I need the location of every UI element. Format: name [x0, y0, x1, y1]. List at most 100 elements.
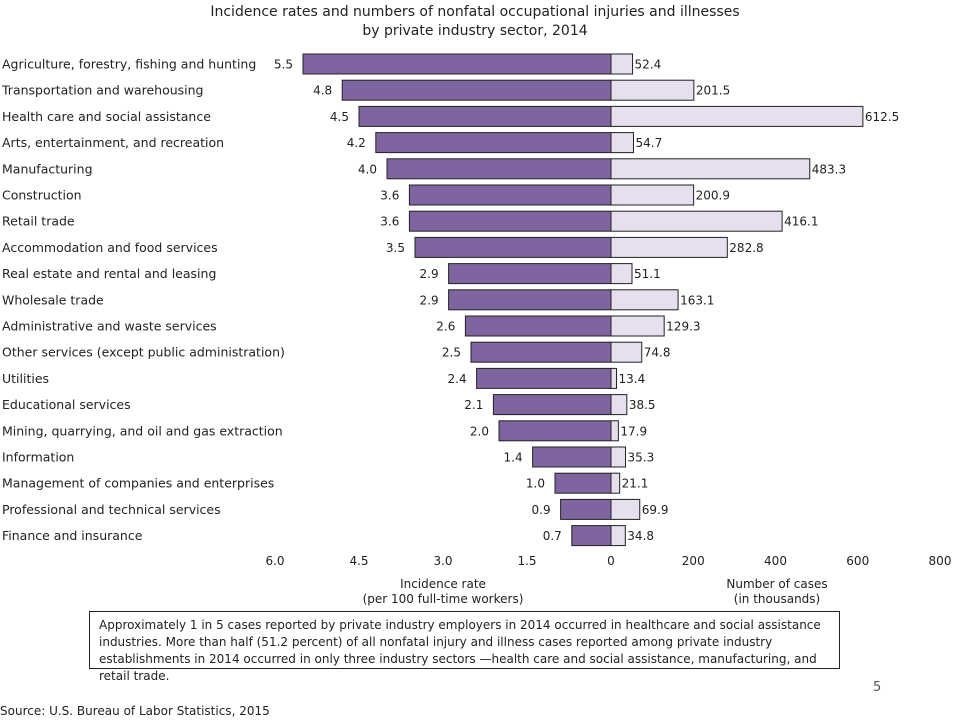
rate-bars	[302, 53, 612, 547]
cases-bar	[610, 158, 811, 180]
rate-bar	[532, 446, 612, 468]
category-label: Educational services	[2, 397, 131, 412]
cases-value-label: 35.3	[628, 451, 655, 465]
cases-value-label: 282.8	[729, 241, 763, 255]
cases-value-label: 13.4	[619, 372, 646, 386]
note-box: Approximately 1 in 5 cases reported by p…	[89, 611, 840, 683]
source-note: Source: U.S. Bureau of Labor Statistics,…	[0, 704, 270, 718]
rate-bar	[408, 210, 612, 232]
rate-value-label: 2.5	[442, 346, 461, 360]
rate-bar	[448, 289, 612, 311]
cases-value-label: 200.9	[696, 189, 730, 203]
category-label: Arts, entertainment, and recreation	[2, 135, 224, 150]
cases-bar	[610, 79, 695, 101]
cases-bar	[610, 446, 627, 468]
category-label: Transportation and warehousing	[1, 83, 204, 98]
cases-bar	[610, 315, 665, 337]
category-labels: Agriculture, forestry, fishing and hunti…	[1, 57, 285, 544]
rate-value-label: 3.6	[380, 189, 399, 203]
cases-bar	[610, 210, 783, 232]
cases-value-label: 51.1	[634, 267, 661, 281]
category-label: Health care and social assistance	[2, 109, 211, 124]
rate-tick-label: 3.0	[433, 554, 452, 568]
rate-value-label: 3.5	[386, 241, 405, 255]
cases-tick-label: 600	[846, 554, 869, 568]
category-label: Manufacturing	[2, 161, 93, 176]
rate-bar	[554, 472, 612, 494]
cases-bar	[610, 472, 621, 494]
rate-bar	[408, 184, 612, 206]
cases-value-label: 17.9	[620, 424, 647, 438]
rate-bar	[470, 341, 612, 363]
cases-value-label: 612.5	[865, 110, 899, 124]
category-label: Utilities	[2, 371, 49, 386]
cases-axis-label-line-1: Number of cases	[726, 577, 828, 591]
cases-tick-label: 800	[929, 554, 952, 568]
chart-title-line-1: Incidence rates and numbers of nonfatal …	[210, 4, 740, 20]
rate-value-label: 4.0	[358, 162, 377, 176]
category-label: Real estate and rental and leasing	[2, 266, 216, 281]
cases-value-label: 483.3	[812, 162, 846, 176]
rate-axis-label: Incidence rate (per 100 full-time worker…	[343, 577, 543, 607]
rate-bar	[302, 53, 612, 75]
cases-tick-label: 400	[764, 554, 787, 568]
cases-bar	[610, 367, 618, 389]
cases-bar	[610, 53, 634, 75]
cases-value-labels: 52.4 201.5 612.5 54.7 483.3 200.9 416.1 282.8 51…	[619, 58, 900, 544]
category-label: Accommodation and food services	[2, 240, 218, 255]
rate-tick-label: 6.0	[265, 554, 284, 568]
cases-value-label: 201.5	[696, 84, 730, 98]
cases-axis-label: Number of cases (in thousands)	[697, 577, 857, 607]
rate-value-label: 4.5	[330, 110, 349, 124]
rate-value-label: 4.8	[313, 84, 332, 98]
cases-axis-label-line-2: (in thousands)	[733, 592, 821, 606]
cases-value-label: 52.4	[635, 58, 662, 72]
rate-bar	[492, 394, 612, 416]
rate-bar	[464, 315, 612, 337]
rate-value-label: 1.0	[526, 477, 545, 491]
rate-value-label: 1.4	[504, 451, 523, 465]
cases-value-label: 74.8	[644, 346, 671, 360]
cases-value-label: 54.7	[635, 136, 662, 150]
rate-bar	[448, 263, 612, 285]
rate-value-label: 2.0	[470, 424, 489, 438]
rate-value-label: 3.6	[380, 215, 399, 229]
rate-value-label: 2.6	[436, 320, 455, 334]
cases-bar	[610, 341, 643, 363]
rate-value-label: 5.5	[274, 58, 293, 72]
category-label: Information	[2, 450, 74, 465]
category-label: Construction	[2, 188, 82, 203]
rate-value-label: 2.1	[464, 398, 483, 412]
cases-bar	[610, 263, 633, 285]
rate-tick-label: 1.5	[517, 554, 536, 568]
cases-tick-label: 200	[682, 554, 705, 568]
category-label: Management of companies and enterprises	[2, 476, 274, 491]
category-label: Professional and technical services	[2, 502, 221, 517]
rate-axis-label-line-1: Incidence rate	[400, 577, 486, 591]
x-axis-ticks: 6.0 4.5 3.0 1.5 0 200 400 600 800	[265, 554, 951, 568]
cases-bars	[610, 53, 864, 547]
rate-value-label: 2.4	[448, 372, 467, 386]
cases-bar	[610, 394, 628, 416]
cases-value-label: 416.1	[784, 215, 818, 229]
rate-bar	[341, 79, 612, 101]
rate-bar	[375, 132, 612, 154]
rate-bar	[358, 105, 612, 127]
cases-value-label: 21.1	[622, 477, 649, 491]
rate-value-label: 0.7	[543, 529, 562, 543]
rate-axis-label-line-2: (per 100 full-time workers)	[362, 592, 524, 606]
rate-value-label: 2.9	[420, 267, 439, 281]
cases-bar	[610, 184, 695, 206]
page-number: 5	[873, 680, 882, 695]
rate-value-label: 2.9	[420, 293, 439, 307]
category-label: Mining, quarrying, and oil and gas extra…	[2, 423, 283, 438]
cases-value-label: 129.3	[666, 320, 700, 334]
rate-bar	[560, 498, 612, 520]
rate-bar	[476, 367, 612, 389]
cases-bar	[610, 498, 641, 520]
rate-value-labels: 5.54.84.54.24.03.63.63.52.92.92.62.52.42…	[274, 58, 562, 544]
chart-title: Incidence rates and numbers of nonfatal …	[150, 3, 800, 41]
category-label: Finance and insurance	[2, 528, 143, 543]
cases-bar	[610, 420, 619, 442]
rate-bar	[414, 236, 612, 258]
